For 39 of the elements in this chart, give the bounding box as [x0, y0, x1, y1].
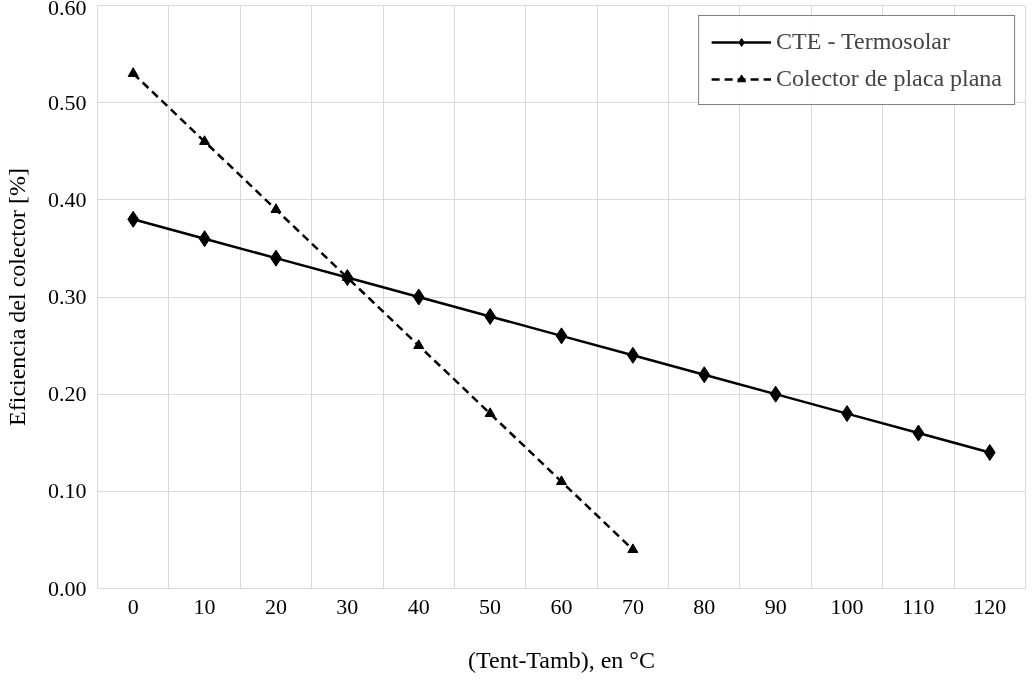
x-tick-label: 20	[264, 593, 287, 619]
x-tick-label: 110	[902, 593, 935, 619]
x-tick-label: 70	[621, 593, 644, 619]
y-tick-label: 0.50	[48, 89, 87, 115]
point	[412, 288, 425, 306]
legend-label: CTE - Termosolar	[776, 28, 950, 55]
y-tick-label: 0.10	[48, 478, 87, 504]
point	[127, 67, 139, 77]
x-tick-label: 120	[973, 593, 1007, 619]
point	[270, 203, 282, 213]
point	[127, 210, 140, 228]
point	[198, 230, 211, 248]
point	[698, 366, 711, 384]
y-tick-label: 0.00	[48, 575, 87, 601]
y-tick-label: 0.30	[48, 284, 87, 309]
point	[769, 385, 782, 403]
point	[484, 407, 496, 417]
x-tick-label: 100	[830, 593, 864, 619]
x-tick-label: 80	[693, 593, 716, 619]
x-tick-label: 60	[550, 593, 573, 619]
point	[912, 424, 925, 442]
legend-label: Colector de placa plana	[776, 65, 1002, 92]
x-tick-label: 0	[127, 593, 139, 619]
point	[199, 135, 211, 145]
point	[556, 475, 567, 485]
y-tick-label: 0.40	[48, 186, 87, 212]
point	[413, 339, 425, 349]
y-tick-label: 0.60	[48, 0, 87, 20]
x-tick-label: 40	[407, 593, 430, 619]
y-axis-title: Eficiencia del colector [%]	[4, 168, 30, 426]
point	[627, 543, 639, 554]
x-tick-label: 10	[193, 593, 216, 619]
x-tick-label: 30	[336, 593, 359, 619]
x-axis-title: (Tent-Tamb), en °C	[468, 646, 655, 673]
x-tick-label: 90	[764, 593, 787, 619]
point	[555, 327, 568, 345]
y-tick-label: 0.20	[48, 381, 87, 407]
x-tick-label: 50	[479, 593, 502, 619]
point	[983, 443, 996, 461]
